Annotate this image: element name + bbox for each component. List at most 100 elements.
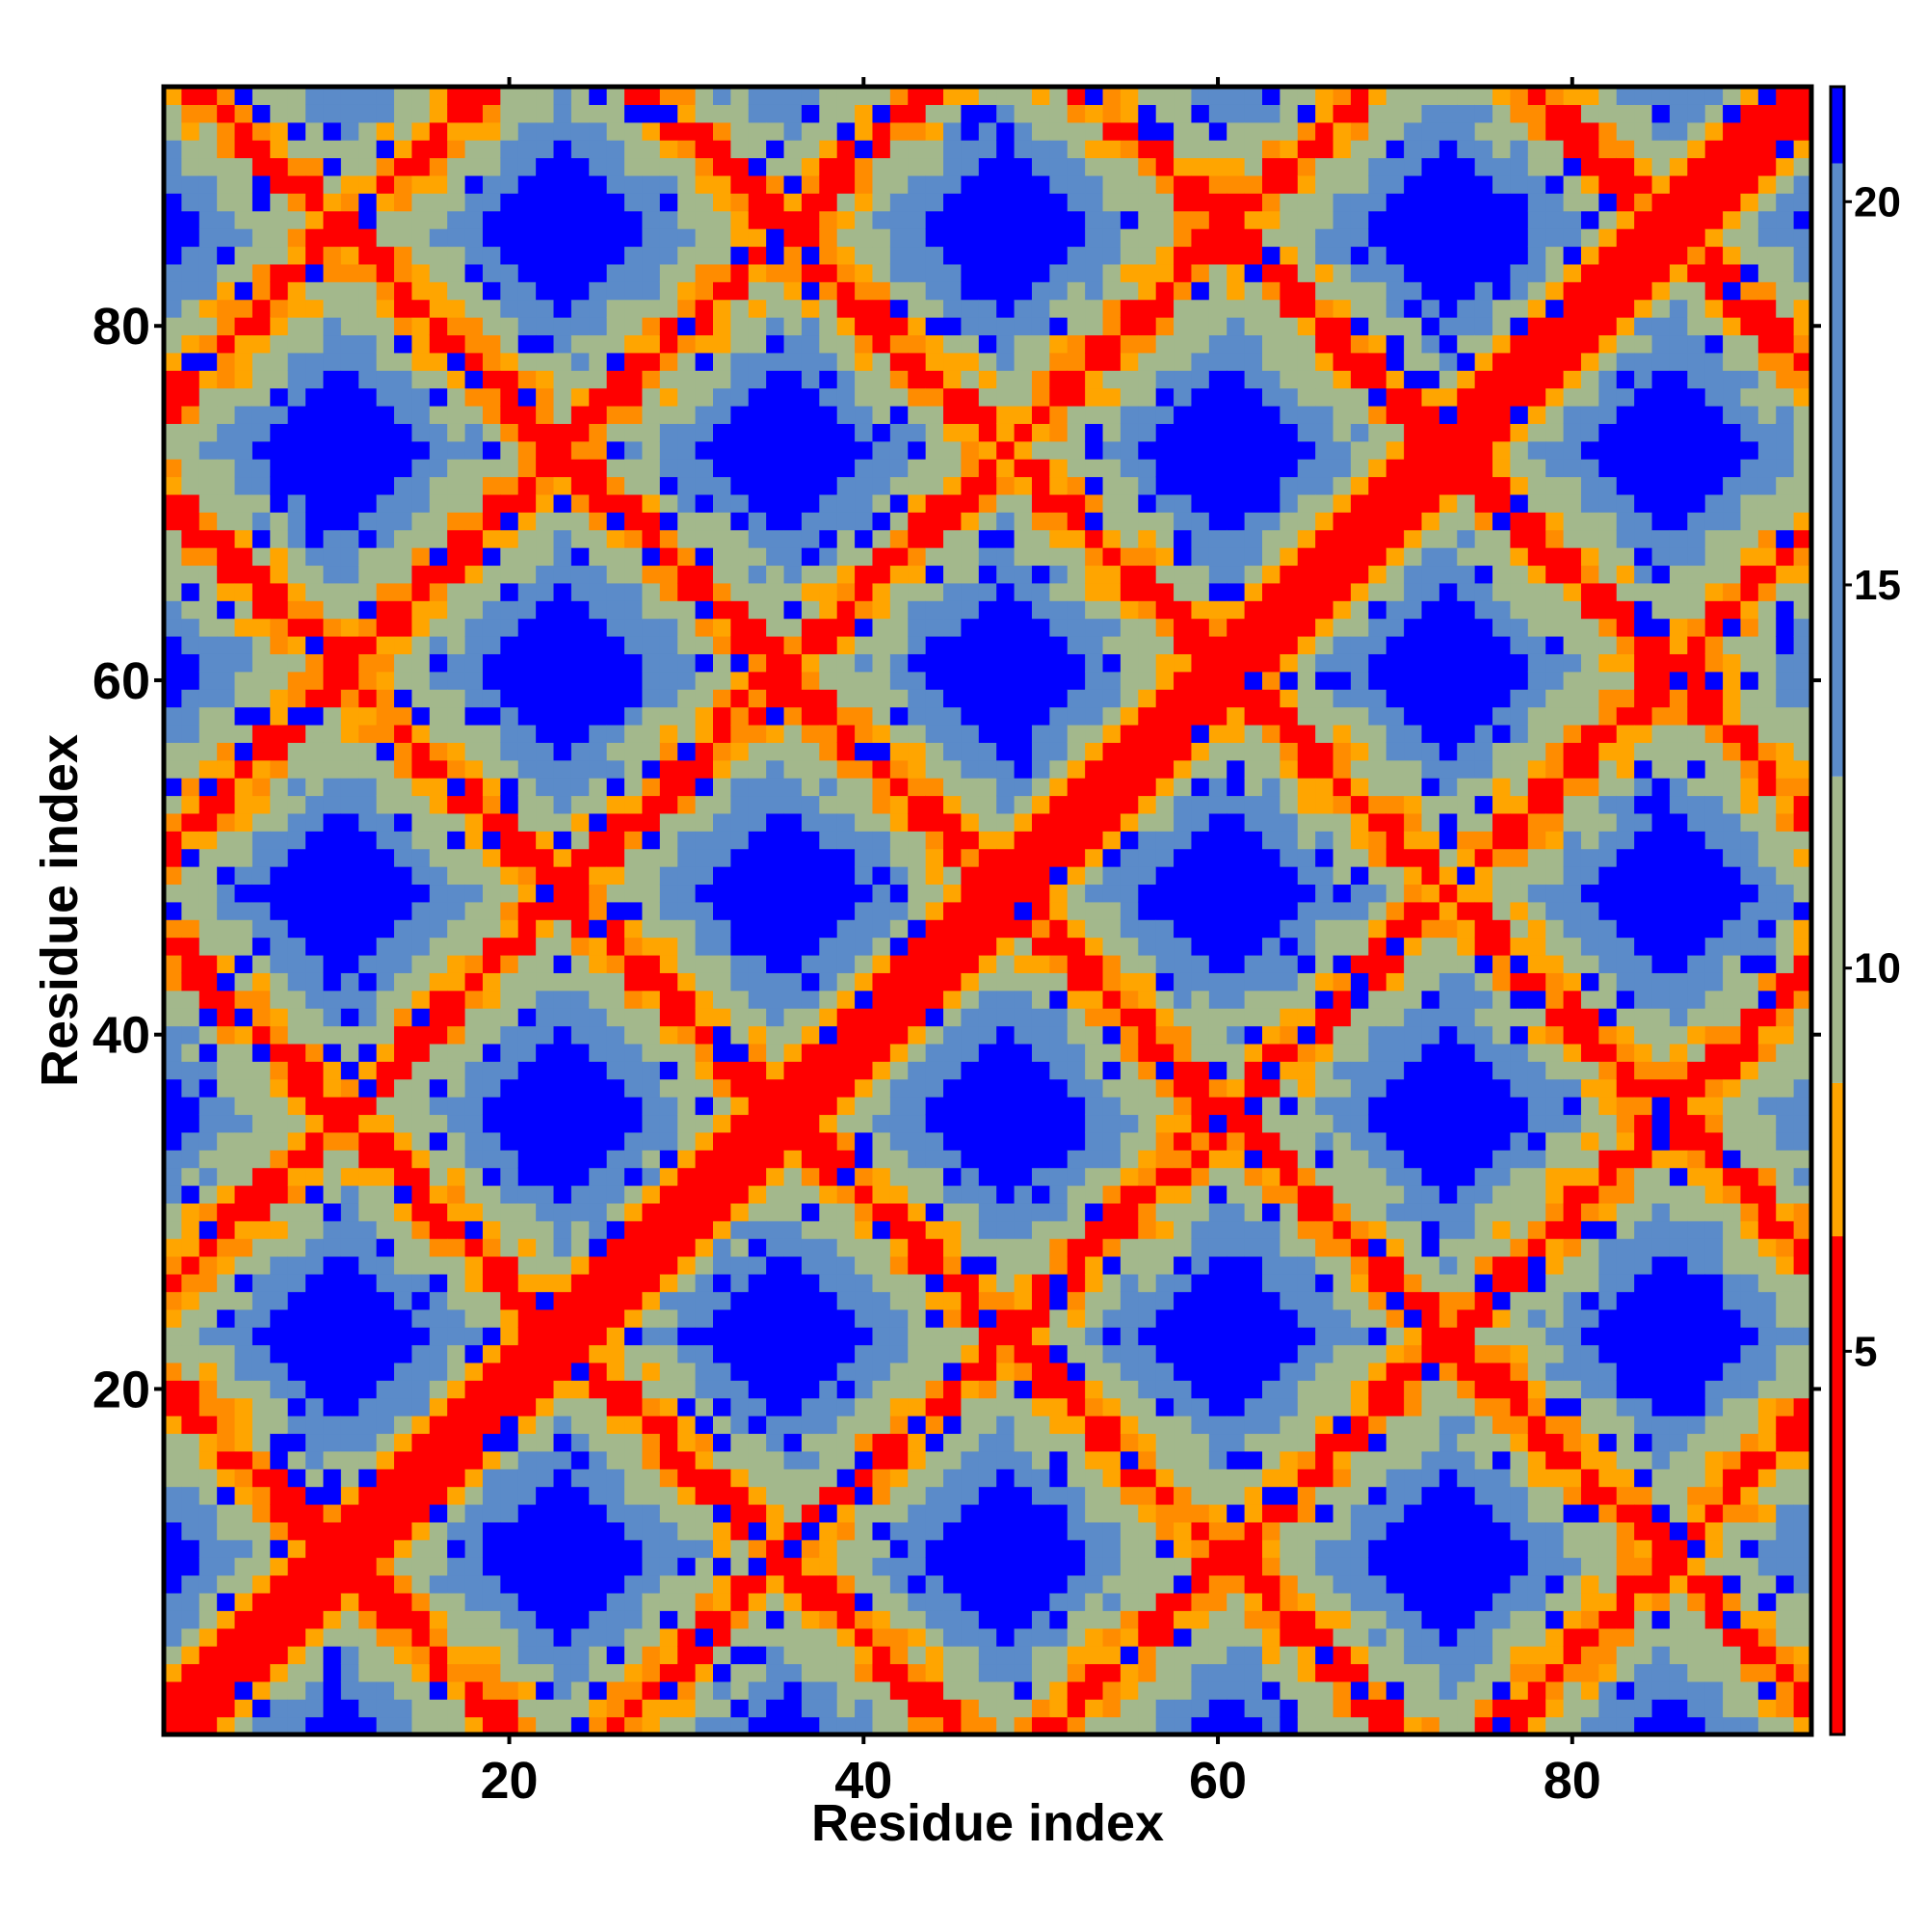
heatmap-cell <box>217 1273 236 1292</box>
heatmap-cell <box>251 459 271 478</box>
heatmap-cell <box>748 954 767 973</box>
heatmap-cell <box>642 1433 661 1452</box>
heatmap-cell <box>181 317 200 336</box>
heatmap-cell <box>287 1131 306 1151</box>
heatmap-cell <box>234 281 253 301</box>
heatmap-cell <box>996 990 1016 1009</box>
heatmap-cell <box>198 1327 218 1346</box>
heatmap-cell <box>589 387 608 407</box>
heatmap-cell <box>394 1469 413 1488</box>
heatmap-cell <box>978 104 997 123</box>
heatmap-cell <box>589 1167 608 1186</box>
heatmap-cell <box>358 653 378 673</box>
heatmap-cell <box>819 954 838 973</box>
heatmap-cell <box>748 281 767 301</box>
heatmap-cell <box>198 618 218 637</box>
heatmap-cell <box>624 1592 644 1611</box>
heatmap-cell <box>340 246 359 265</box>
heatmap-cell <box>340 210 359 229</box>
heatmap-cell <box>251 1522 271 1541</box>
heatmap-cell <box>589 884 608 903</box>
heatmap-cell <box>659 1469 678 1488</box>
heatmap-cell <box>500 1008 519 1027</box>
heatmap-cell <box>606 370 625 389</box>
heatmap-cell <box>819 1061 838 1080</box>
heatmap-cell <box>1049 1416 1069 1435</box>
heatmap-cell <box>978 565 997 584</box>
heatmap-cell <box>1031 352 1050 371</box>
heatmap-cell <box>1049 706 1069 726</box>
heatmap-cell <box>500 228 519 248</box>
heatmap-cell <box>677 440 697 460</box>
heatmap-cell <box>1049 352 1069 371</box>
heatmap-cell <box>908 87 927 105</box>
heatmap-cell <box>624 1699 644 1718</box>
heatmap-cell <box>447 618 466 637</box>
heatmap-cell <box>642 636 661 654</box>
heatmap-cell <box>517 121 537 141</box>
heatmap-cell <box>801 1469 820 1488</box>
heatmap-cell <box>164 759 182 779</box>
heatmap-cell <box>234 1628 253 1647</box>
heatmap-cell <box>695 493 714 513</box>
heatmap-cell <box>819 653 838 673</box>
heatmap-cell <box>996 440 1016 460</box>
heatmap-cell <box>323 228 342 248</box>
heatmap-cell <box>517 1167 537 1186</box>
heatmap-cell <box>801 1203 820 1222</box>
heatmap-cell <box>606 1539 625 1558</box>
heatmap-cell <box>925 671 944 690</box>
heatmap-cell <box>589 1327 608 1346</box>
heatmap-cell <box>801 299 820 318</box>
heatmap-cell <box>198 1167 218 1186</box>
heatmap-cell <box>500 1469 519 1488</box>
heatmap-cell <box>819 742 838 761</box>
heatmap-cell <box>908 831 927 850</box>
heatmap-cell <box>872 281 891 301</box>
heatmap-cell <box>500 812 519 832</box>
heatmap-cell <box>429 1043 448 1062</box>
heatmap-cell <box>1049 689 1069 708</box>
heatmap-cell <box>198 157 218 176</box>
heatmap-cell <box>1014 246 1033 265</box>
heatmap-cell <box>996 1220 1016 1239</box>
heatmap-cell <box>198 1362 218 1381</box>
heatmap-cell <box>855 440 874 460</box>
heatmap-cell <box>783 671 803 690</box>
heatmap-cell <box>748 1646 767 1665</box>
heatmap-cell <box>606 1043 625 1062</box>
heatmap-cell <box>198 1663 218 1682</box>
heatmap-cell <box>251 1291 271 1310</box>
heatmap-cell <box>394 387 413 407</box>
heatmap-cell <box>287 1150 306 1169</box>
heatmap-cell <box>482 387 501 407</box>
heatmap-cell <box>447 565 466 584</box>
heatmap-cell <box>287 831 306 850</box>
heatmap-cell <box>270 671 289 690</box>
heatmap-cell <box>358 476 378 495</box>
heatmap-cell <box>978 405 997 424</box>
heatmap-cell <box>447 831 466 850</box>
heatmap-cell <box>164 1150 182 1169</box>
heatmap-cell <box>305 636 325 654</box>
heatmap-cell <box>340 1433 359 1452</box>
heatmap-cell <box>943 1150 963 1169</box>
heatmap-cell <box>1102 1628 1122 1647</box>
heatmap-cell <box>482 405 501 424</box>
heatmap-cell <box>748 1575 767 1594</box>
heatmap-cell <box>748 1486 767 1505</box>
heatmap-cell <box>251 423 271 442</box>
heatmap-cell <box>411 1256 431 1275</box>
heatmap-cell <box>943 1078 963 1098</box>
heatmap-cell <box>730 1131 750 1151</box>
heatmap-cell <box>961 618 980 637</box>
heatmap-cell <box>855 1646 874 1665</box>
heatmap-cell <box>1049 972 1069 992</box>
heatmap-cell <box>1102 1663 1122 1682</box>
heatmap-cell <box>606 87 625 105</box>
heatmap-cell <box>872 1663 891 1682</box>
heatmap-cell <box>1085 352 1104 371</box>
heatmap-cell <box>925 121 944 141</box>
heatmap-cell <box>642 1486 661 1505</box>
